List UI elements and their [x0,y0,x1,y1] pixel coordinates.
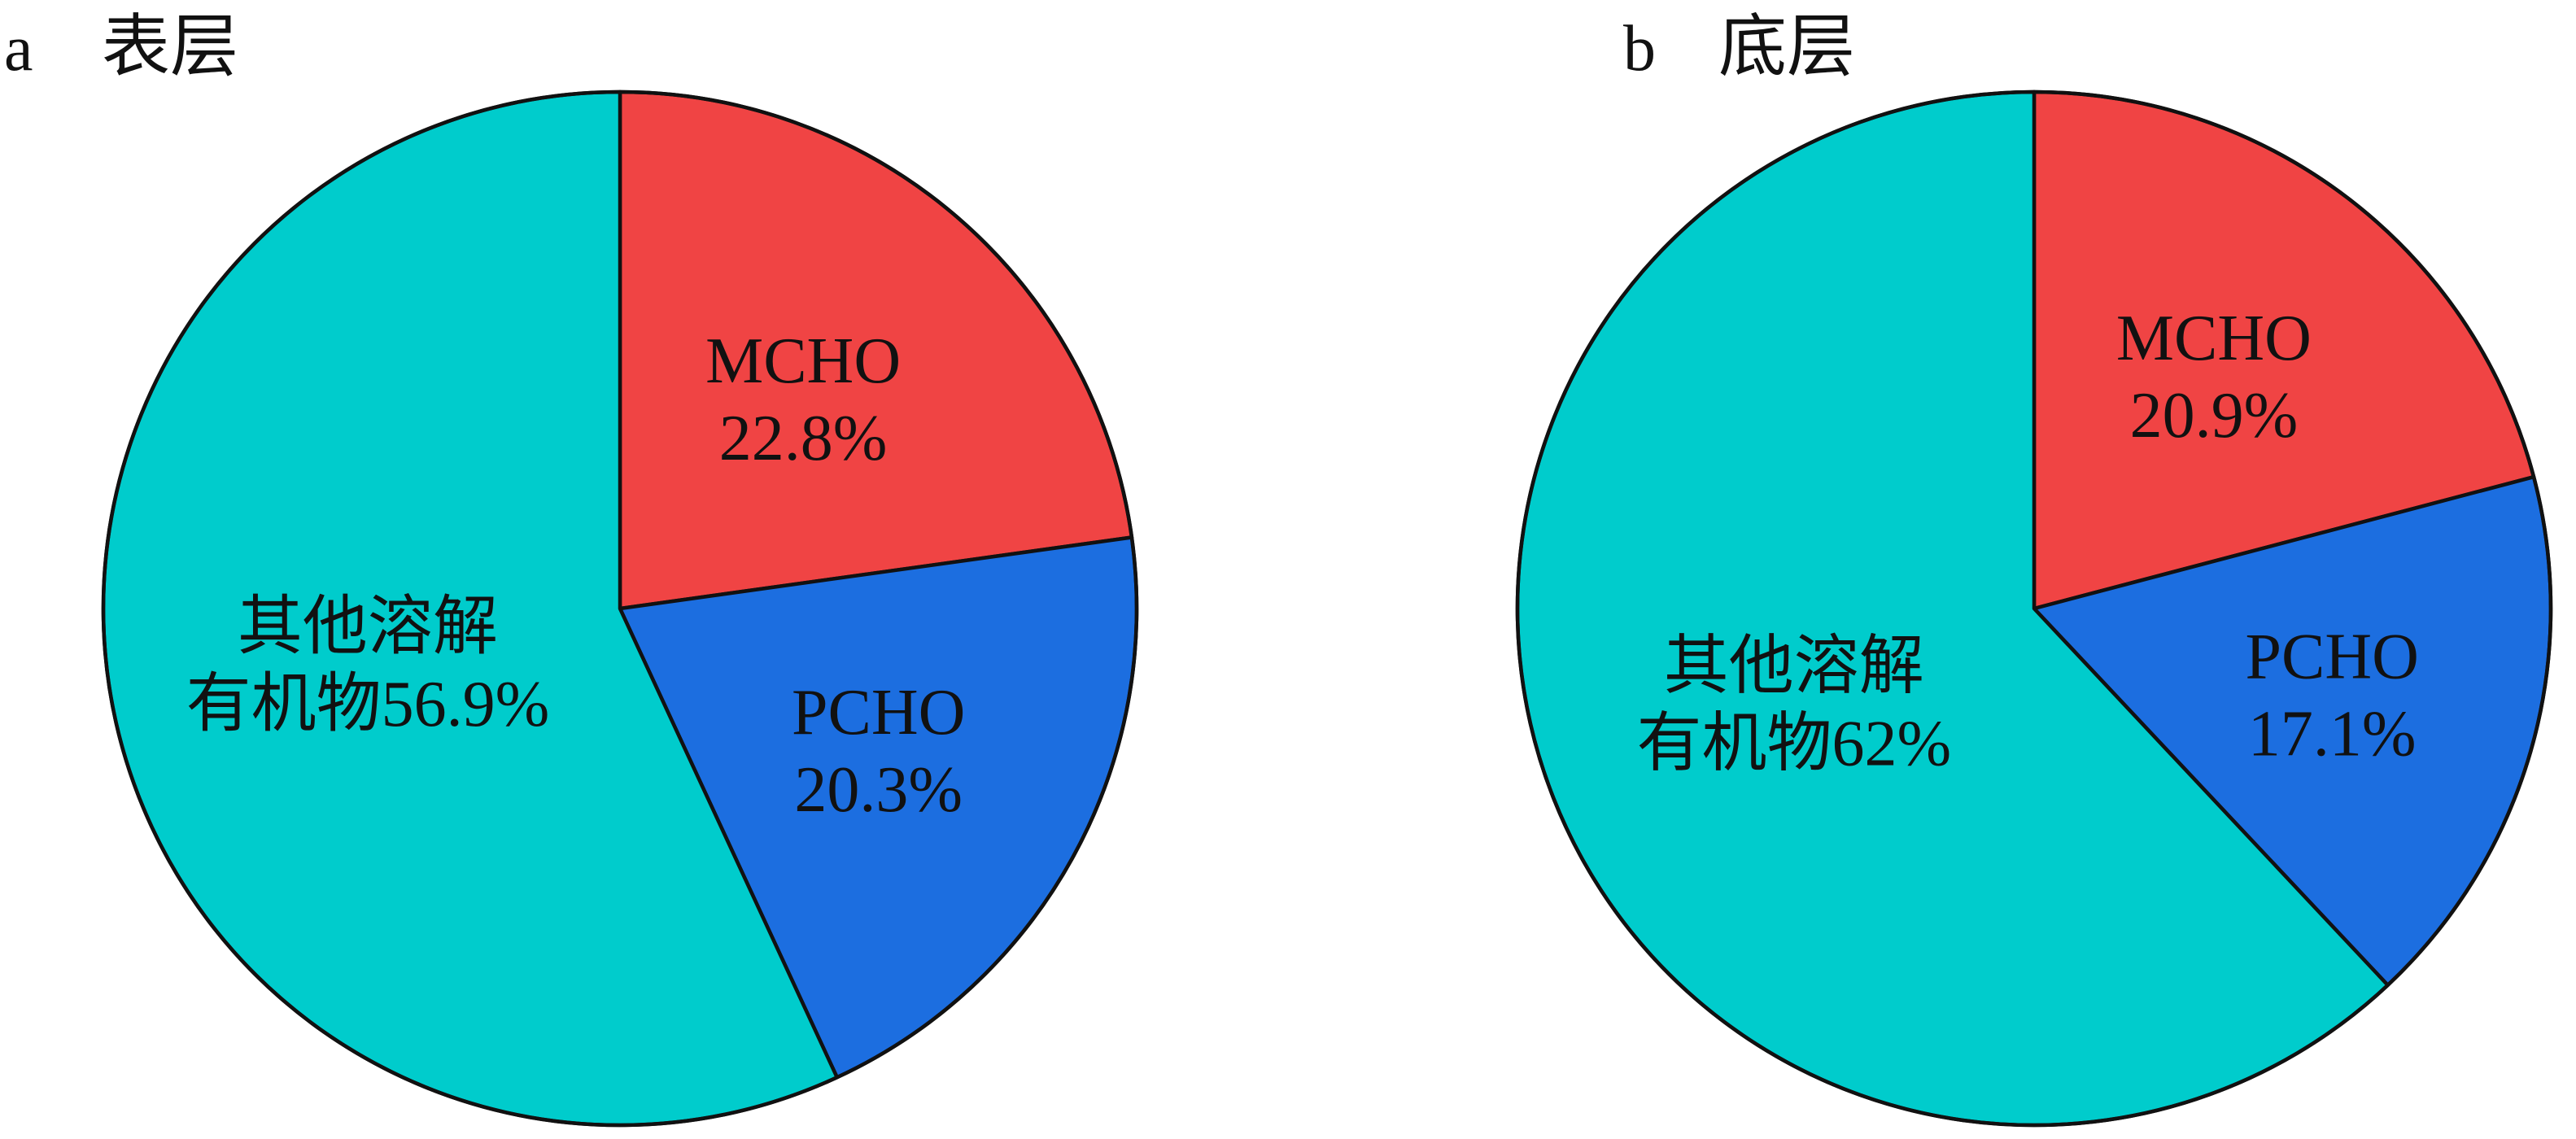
pie-outline [101,89,1139,1128]
slice-label-line: 其他溶解 [238,591,498,663]
slice-label-line: PCHO [792,677,965,748]
slice-label-line: 有机物56.9% [186,669,550,740]
slice-label-pcho: PCHO 20.3% [792,677,965,826]
slice-label-line: PCHO [2245,622,2418,693]
slice-label-other-dom: 其他溶解有机物62% [1636,631,1951,779]
slice-label-line: MCHO [2116,303,2312,374]
slice-label-line: 其他溶解 [1664,631,1924,702]
slice-label-other-dom: 其他溶解有机物56.9% [186,591,550,740]
pie-outline [1515,89,2553,1128]
pie-panel-a: a 表层 MCHO 22.8% PCHO 20.3% 其他溶解有机物56.9% [4,10,1139,1128]
slice-label-line: MCHO [705,325,901,397]
slice-label-line: 22.8% [719,403,888,474]
panel-letter-b: b [1623,13,1656,85]
panel-title-bottom: 底层 [1718,10,1855,85]
panel-title-surface: 表层 [102,10,238,85]
slice-label-line: 有机物62% [1636,708,1951,779]
slice-label-line: 20.9% [2130,380,2299,452]
panel-letter-a: a [4,13,33,85]
slice-label-line: 17.1% [2248,699,2417,770]
pie-panel-b: b 底层 MCHO 20.9% PCHO 17.1% 其他溶解有机物62% [1515,10,2553,1128]
pie-b: MCHO 20.9% PCHO 17.1% 其他溶解有机物62% [1515,89,2553,1128]
slice-label-mcho: MCHO 22.8% [705,325,901,474]
slice-label-mcho: MCHO 20.9% [2116,303,2312,452]
slice-label-line: 20.3% [794,754,963,826]
pie-a: MCHO 22.8% PCHO 20.3% 其他溶解有机物56.9% [101,89,1139,1128]
slice-label-pcho: PCHO 17.1% [2245,622,2418,770]
